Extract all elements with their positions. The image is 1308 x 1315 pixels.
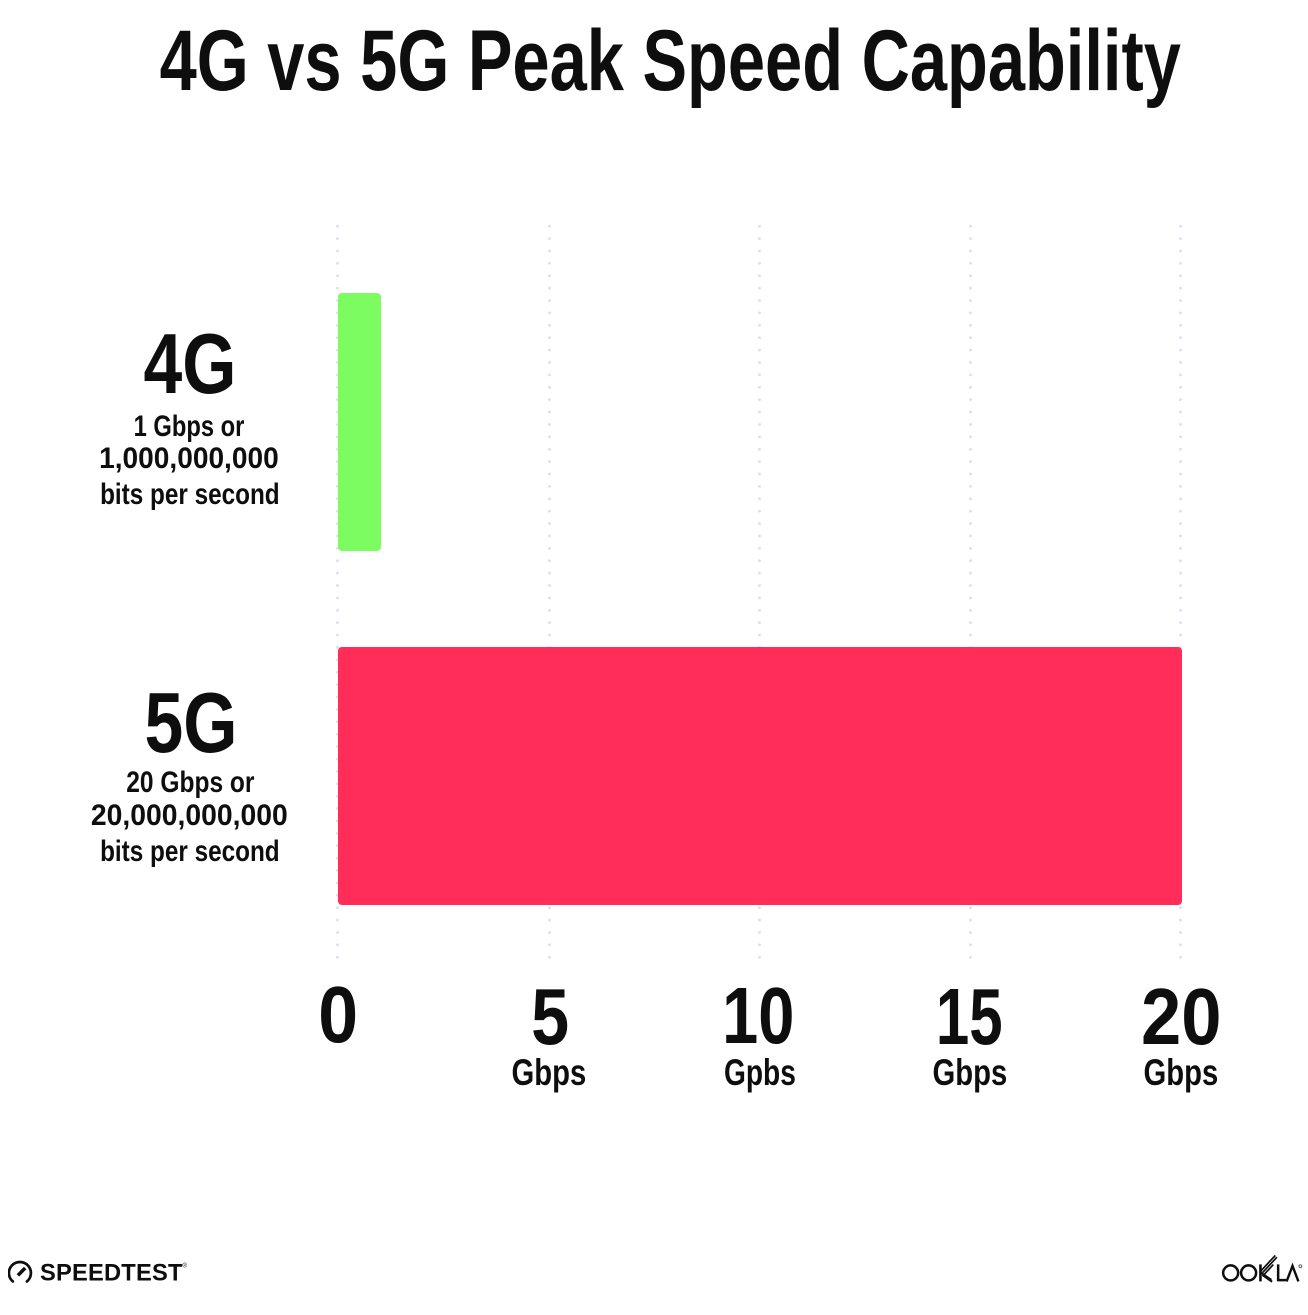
svg-text:SPEEDTEST: SPEEDTEST: [40, 1260, 183, 1286]
svg-text:®: ®: [183, 1262, 188, 1269]
